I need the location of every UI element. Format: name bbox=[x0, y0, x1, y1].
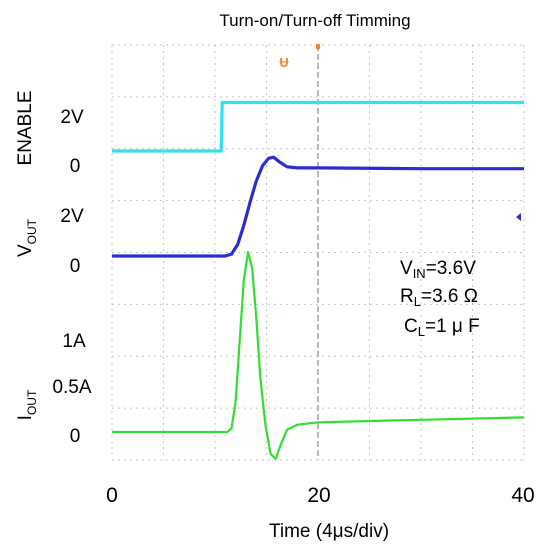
enable-axis-label: ENABLE bbox=[15, 91, 36, 166]
x-tick-0: 0 bbox=[106, 484, 118, 507]
annotation-vin-sub: IN bbox=[413, 266, 426, 281]
annotation-vin-main: V bbox=[400, 258, 413, 279]
vout-axis-label-main: V bbox=[15, 244, 36, 257]
iout-tick-0: 0 bbox=[70, 426, 81, 447]
iout-axis-label: IOUT bbox=[15, 389, 39, 420]
chart-title: Turn-on/Turn-off Timming bbox=[219, 11, 410, 30]
enable-tick-0: 0 bbox=[70, 156, 81, 177]
enable-tick-2v: 2V bbox=[60, 107, 84, 128]
vout-tick-0: 0 bbox=[70, 256, 81, 277]
trigger-level-marker: Ʉ bbox=[279, 55, 289, 70]
series-layer bbox=[112, 100, 525, 460]
annotation-cl-rest: =1 μ F bbox=[425, 316, 480, 337]
vout-axis-label-sub: OUT bbox=[25, 218, 39, 244]
vout-reference-marker bbox=[516, 213, 521, 221]
annotation-vin: VIN=3.6V bbox=[400, 258, 476, 281]
iout-tick-1a: 1A bbox=[62, 331, 86, 352]
grid: Ʉ bbox=[111, 44, 525, 461]
annotation-rl-sub: L bbox=[414, 294, 421, 309]
annotation-rl-main: R bbox=[400, 286, 414, 307]
series-iout-line bbox=[112, 250, 525, 460]
x-tick-20: 20 bbox=[307, 484, 330, 507]
vout-tick-2v: 2V bbox=[60, 206, 84, 227]
series-vout-line bbox=[112, 155, 524, 258]
annotation-cl: CL=1 μ F bbox=[404, 316, 480, 339]
annotation-vin-rest: =3.6V bbox=[426, 258, 477, 279]
x-axis-label: Time (4μs/div) bbox=[269, 521, 389, 542]
annotation-rl: RL=3.6 Ω bbox=[400, 286, 478, 309]
iout-tick-0-5a: 0.5A bbox=[52, 377, 91, 398]
vout-axis-label: VOUT bbox=[15, 218, 39, 257]
annotation-rl-rest: =3.6 Ω bbox=[421, 286, 478, 307]
series-enable-line bbox=[112, 100, 524, 153]
iout-axis-label-sub: OUT bbox=[25, 389, 39, 415]
trigger-position-marker bbox=[316, 44, 320, 49]
annotation-cl-main: C bbox=[404, 316, 418, 337]
iout-axis-label-main: I bbox=[15, 415, 36, 420]
annotation-cl-sub: L bbox=[418, 324, 425, 339]
x-tick-40: 40 bbox=[511, 484, 534, 507]
